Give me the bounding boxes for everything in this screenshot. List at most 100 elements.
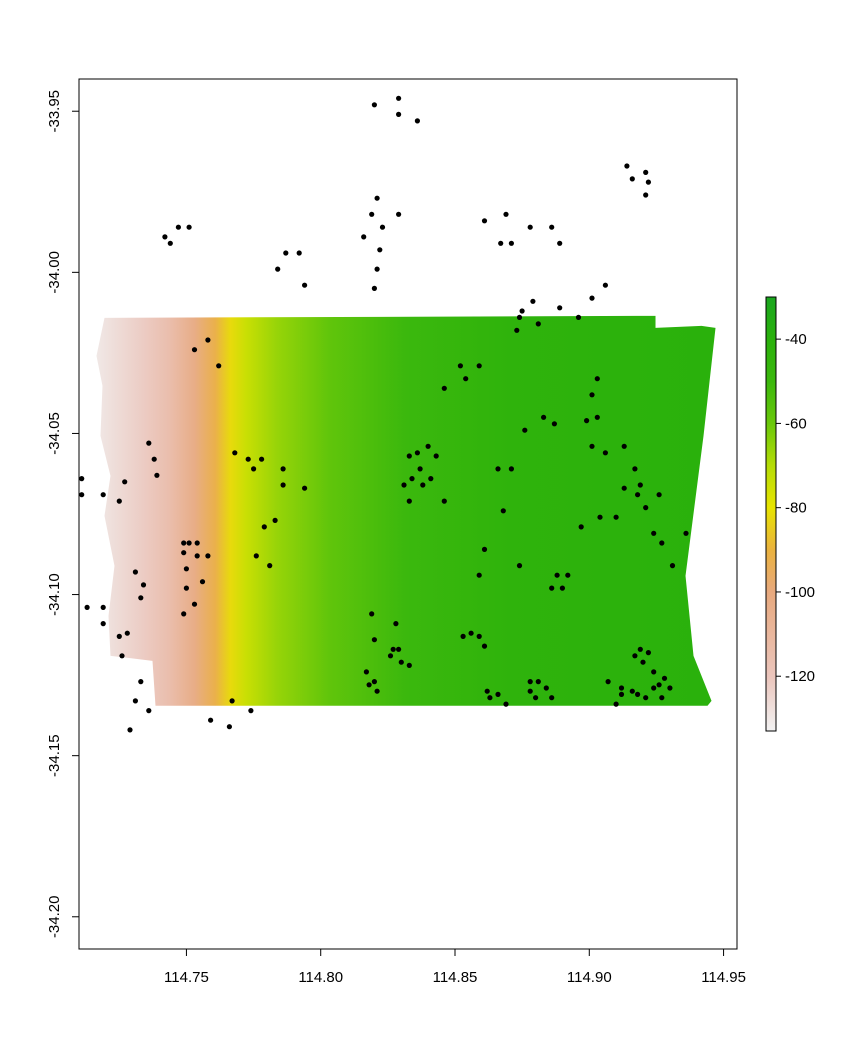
data-point — [481, 218, 488, 224]
legend-tick-label: -120 — [785, 668, 815, 685]
data-point — [175, 224, 181, 230]
data-point — [487, 695, 493, 701]
data-point — [374, 266, 380, 272]
y-tick-label: -34.10 — [46, 573, 63, 616]
data-point — [417, 466, 423, 472]
data-point — [621, 443, 627, 449]
legend-tick-label: -80 — [785, 500, 807, 517]
bathymetry-raster — [96, 315, 716, 706]
color-legend: -40 -60 -80 -100 -120 — [765, 296, 815, 732]
data-point — [396, 646, 402, 652]
data-point — [369, 611, 375, 617]
legend-tick-label: -40 — [785, 331, 807, 348]
data-point — [535, 679, 541, 685]
data-point — [651, 669, 657, 675]
data-point — [589, 443, 595, 449]
data-point — [508, 466, 514, 472]
data-point — [683, 530, 689, 536]
data-point — [651, 530, 657, 536]
data-point — [183, 566, 189, 572]
data-point — [643, 695, 649, 701]
data-point — [79, 476, 85, 482]
data-point — [659, 540, 665, 546]
data-point — [267, 563, 273, 569]
data-point — [632, 653, 638, 659]
data-point — [84, 604, 90, 611]
data-point — [535, 321, 541, 327]
data-point — [565, 572, 571, 578]
data-point — [253, 553, 259, 559]
data-point — [584, 418, 590, 424]
data-point — [669, 563, 676, 569]
data-point — [371, 102, 377, 108]
x-tick-label: 114.85 — [433, 969, 478, 986]
data-point — [637, 482, 643, 488]
data-point — [498, 240, 504, 246]
data-point — [643, 169, 649, 175]
data-point — [624, 163, 630, 169]
data-point — [216, 363, 222, 369]
data-point — [280, 482, 286, 488]
data-point — [530, 298, 536, 304]
data-point — [635, 492, 641, 498]
data-point — [629, 688, 635, 694]
data-point — [183, 585, 189, 591]
y-axis: -33.95 -34.00 -34.05 -34.10 -34.15 -34.20 — [46, 90, 80, 938]
data-point — [594, 414, 600, 420]
data-point — [441, 385, 447, 391]
data-point — [283, 250, 289, 256]
data-point — [302, 282, 308, 288]
data-point — [549, 585, 555, 591]
data-point — [191, 347, 198, 353]
data-point — [140, 582, 147, 588]
data-point — [557, 305, 563, 311]
data-point — [605, 679, 611, 685]
data-point — [557, 240, 563, 246]
data-point — [602, 282, 609, 288]
data-point — [495, 466, 501, 472]
data-point — [248, 708, 254, 714]
data-point — [396, 211, 402, 217]
data-point — [406, 498, 412, 504]
data-point — [226, 724, 232, 730]
data-point — [661, 675, 668, 681]
data-point — [100, 604, 106, 611]
data-point — [369, 211, 375, 217]
data-point — [621, 485, 627, 491]
data-point — [119, 653, 125, 659]
data-point — [409, 476, 415, 482]
data-point — [656, 492, 662, 498]
data-point — [259, 456, 265, 462]
data-point — [463, 376, 469, 382]
data-point — [181, 611, 187, 617]
data-point — [613, 701, 619, 707]
data-point — [476, 363, 482, 369]
data-point — [377, 247, 383, 253]
data-point — [361, 234, 367, 240]
data-point — [194, 553, 200, 559]
data-point — [146, 708, 152, 714]
data-point — [428, 476, 434, 482]
data-point — [186, 540, 192, 546]
data-point — [414, 450, 420, 456]
data-point — [575, 314, 582, 320]
data-point — [100, 621, 106, 627]
data-point — [371, 679, 377, 685]
data-point — [589, 392, 595, 398]
data-point — [374, 688, 380, 694]
legend-tick-label: -60 — [785, 415, 807, 432]
data-point — [656, 682, 662, 688]
data-point — [401, 482, 407, 488]
data-point — [543, 685, 549, 691]
data-point — [519, 308, 525, 314]
data-point — [659, 695, 665, 701]
data-point — [602, 450, 609, 456]
data-point — [251, 466, 257, 472]
x-tick-label: 114.75 — [164, 969, 209, 986]
data-point — [387, 653, 394, 659]
data-point — [396, 95, 402, 101]
data-point — [302, 485, 308, 491]
legend-colorbar — [765, 296, 777, 732]
data-point — [280, 466, 286, 472]
